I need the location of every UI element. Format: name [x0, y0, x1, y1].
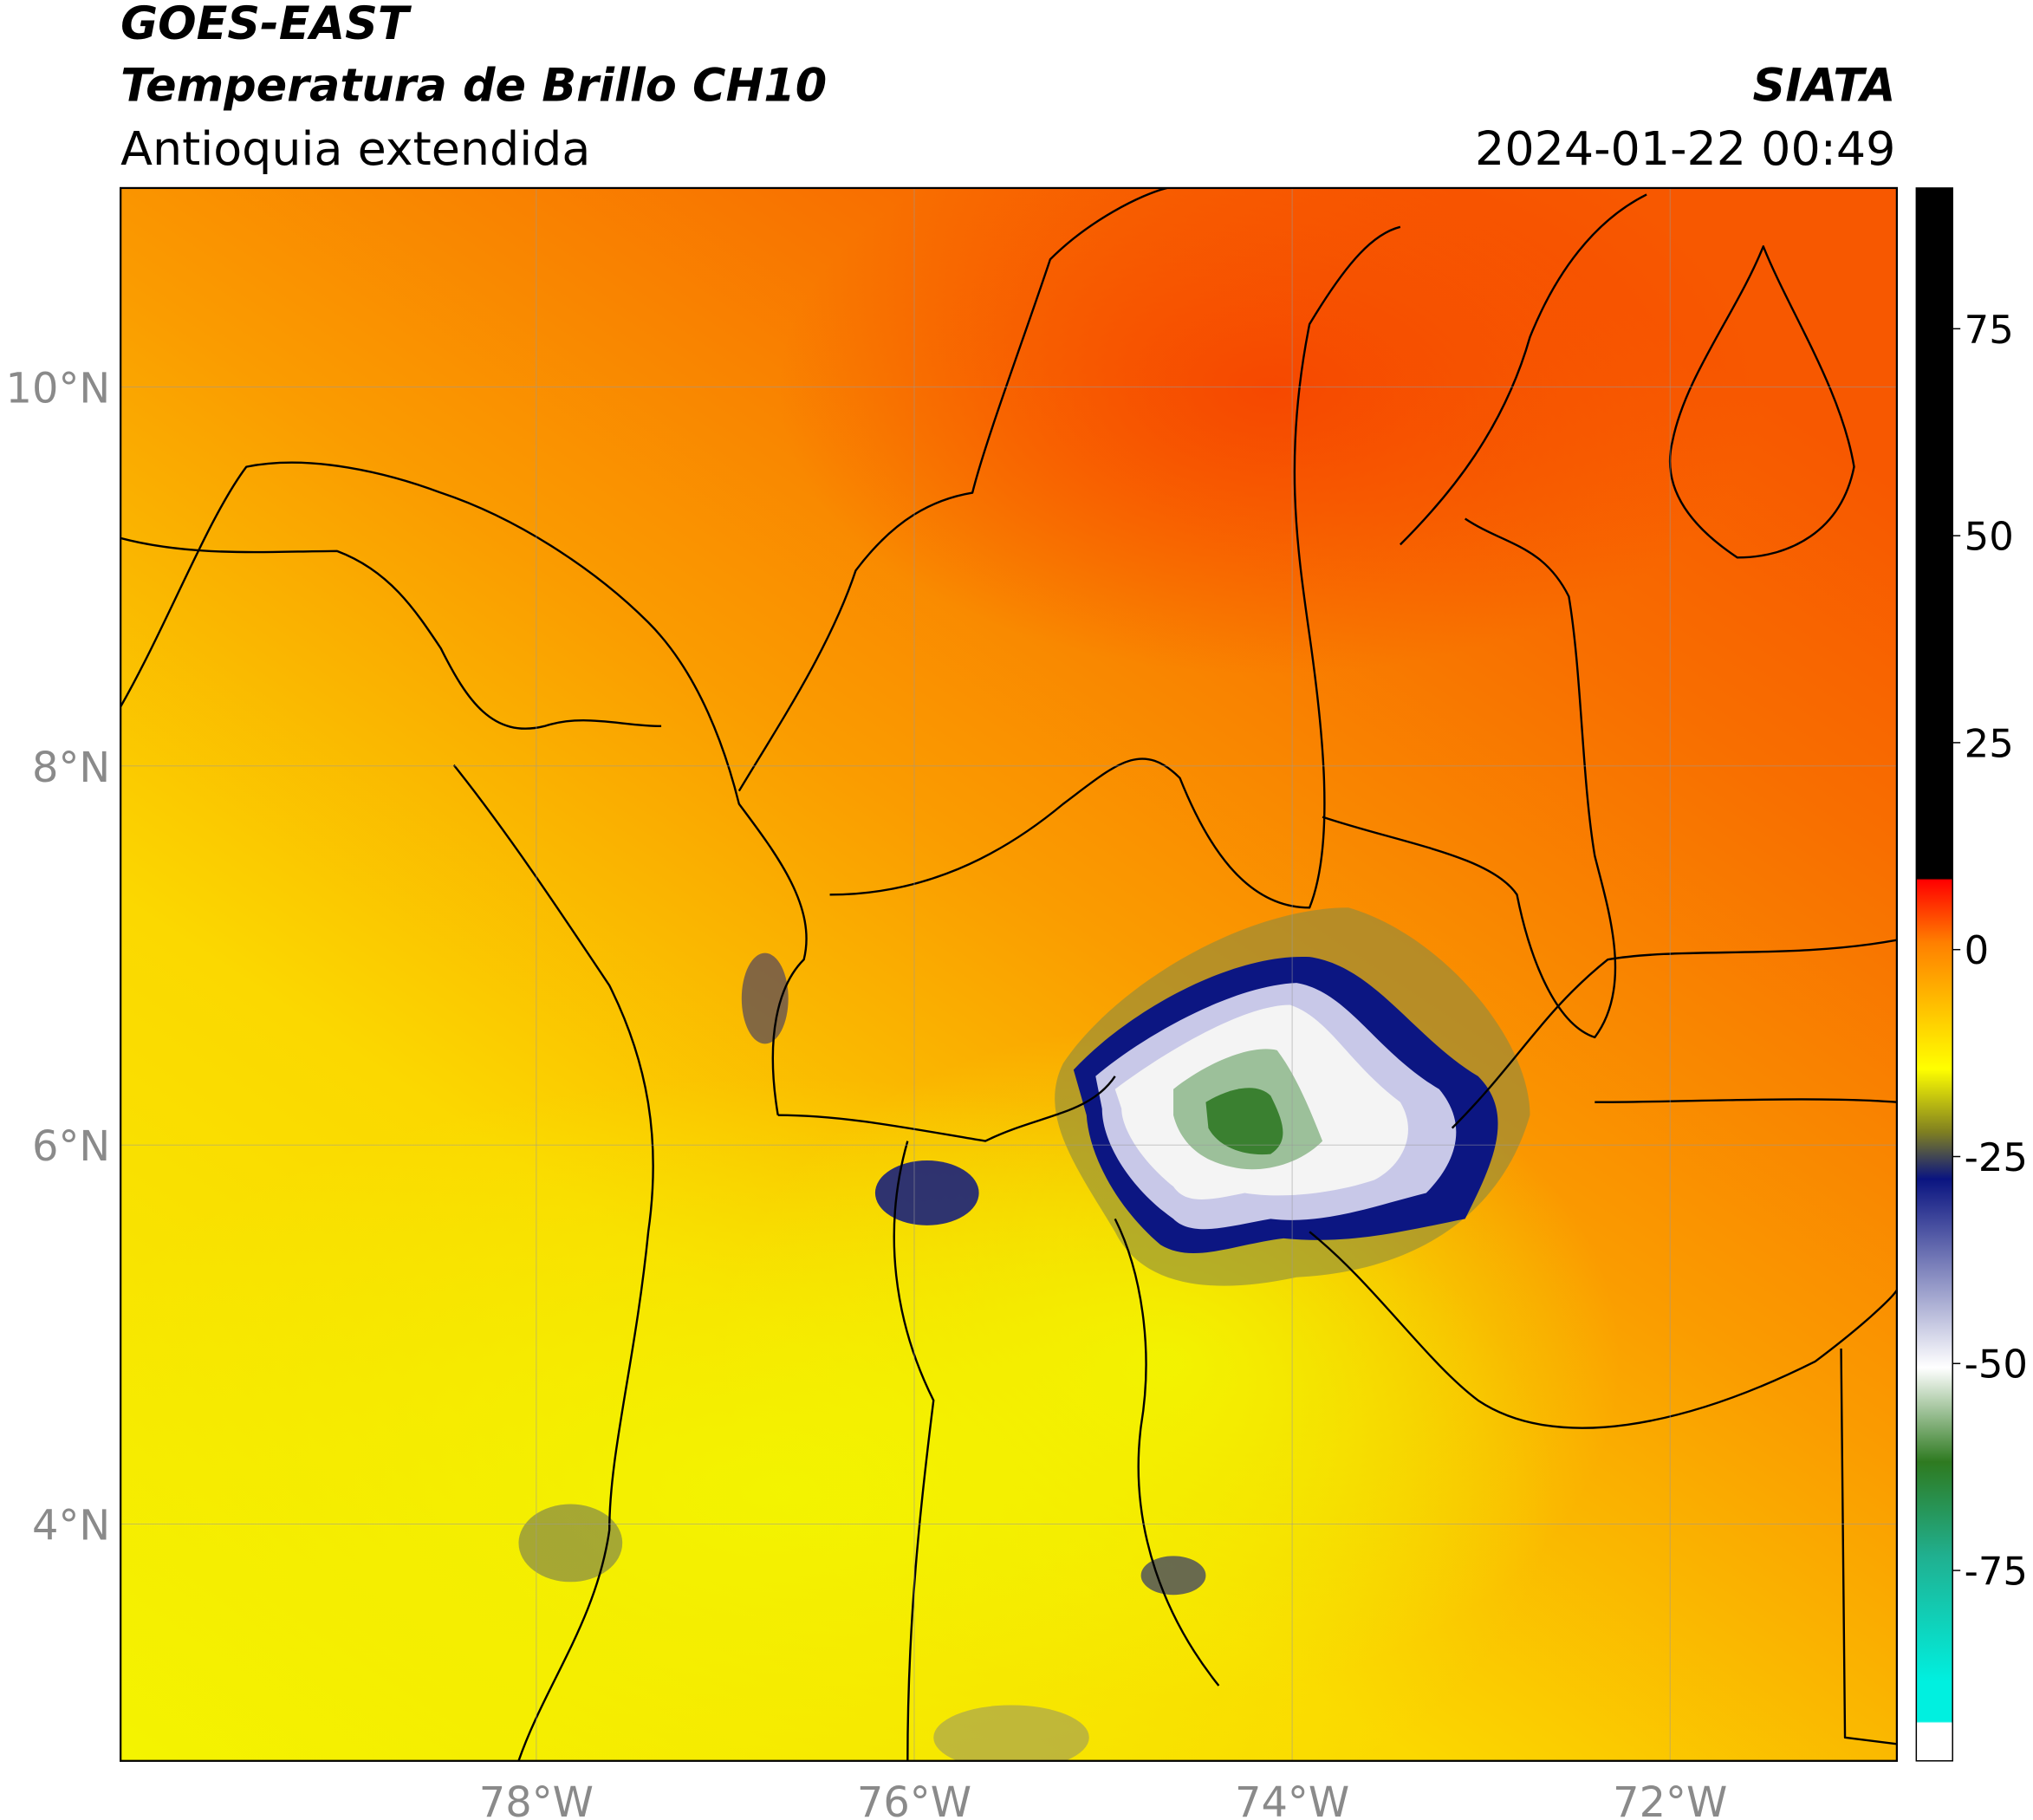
- cloud-cell: [874, 1160, 979, 1225]
- coastline: [1400, 193, 1855, 559]
- cloud-cell: [1140, 1556, 1206, 1596]
- agency: SIATA: [1753, 60, 1896, 113]
- lat-tick-label: 8°N: [32, 744, 110, 792]
- colorbar-tick-label: 25: [1965, 720, 2014, 766]
- source: GOES-EAST: [120, 0, 412, 50]
- border: [452, 764, 654, 1761]
- lon-tick-label: 74°W: [1235, 1779, 1349, 1820]
- colorbar-tick-label: 0: [1965, 927, 1990, 973]
- cloud-core: [1205, 1088, 1283, 1155]
- colorbar-tick-label: -75: [1965, 1549, 2028, 1595]
- border: [1114, 1218, 1897, 1687]
- colorbar-tick-label: 50: [1965, 514, 2014, 560]
- map-image: [120, 187, 1897, 1761]
- datetime: 2024-01-22 00:49: [1475, 121, 1895, 176]
- colorbar-tick-label: 75: [1965, 307, 2014, 353]
- coastline: [120, 536, 662, 730]
- lat-tick-label: 4°N: [32, 1502, 110, 1550]
- map-frame: [120, 186, 1899, 1762]
- region: Antioquia extendida: [120, 121, 590, 176]
- border: [1451, 939, 1897, 1745]
- colorbar: [1915, 187, 1953, 1762]
- graticule: [120, 187, 1897, 1761]
- lon-tick-label: 72°W: [1613, 1779, 1727, 1820]
- lon-tick-label: 78°W: [479, 1779, 594, 1820]
- title: Temperatura de Brillo CH10: [120, 60, 827, 113]
- cloud-cell: [933, 1705, 1089, 1761]
- coastline: [120, 461, 808, 1115]
- lat-tick-label: 10°N: [6, 365, 111, 413]
- colorbar-tick-label: -25: [1965, 1134, 2028, 1180]
- lon-tick-label: 76°W: [857, 1779, 971, 1820]
- lat-tick-label: 6°N: [32, 1123, 110, 1171]
- warm-area: [777, 187, 1763, 674]
- border: [1322, 517, 1617, 1039]
- colorbar-tick-label: -50: [1965, 1342, 2028, 1388]
- coastline: [737, 187, 1167, 792]
- border: [777, 1076, 1116, 1761]
- cloud-cell: [518, 1504, 623, 1583]
- border: [829, 225, 1401, 909]
